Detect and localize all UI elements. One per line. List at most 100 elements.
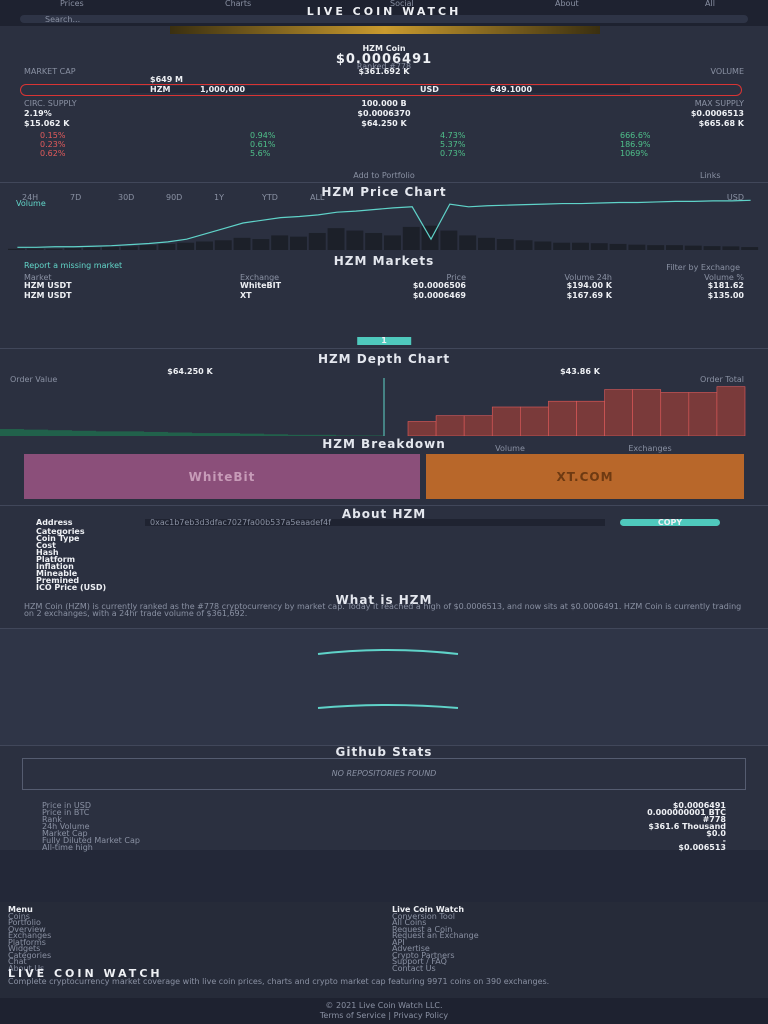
bid-step bbox=[288, 434, 312, 436]
footer-link[interactable]: API bbox=[392, 937, 405, 947]
footer-link[interactable]: All Coins bbox=[392, 918, 427, 927]
row-label: Categories bbox=[36, 527, 85, 536]
copy-button[interactable] bbox=[620, 519, 720, 526]
spinner bbox=[317, 704, 459, 709]
empty-state: NO REPOSITORIES FOUND bbox=[331, 769, 437, 778]
footer-logo: LIVE COIN WATCH bbox=[8, 967, 163, 980]
range-button[interactable]: YTD bbox=[262, 193, 278, 202]
ad-banner[interactable] bbox=[170, 26, 600, 34]
bid-step bbox=[0, 429, 24, 436]
ask-step bbox=[435, 415, 465, 436]
volume-bar bbox=[327, 228, 345, 250]
footer-link[interactable]: Portfolio bbox=[8, 918, 41, 927]
footer-link[interactable]: Exchanges bbox=[8, 931, 52, 940]
section-title: HZM Price Chart bbox=[321, 185, 447, 199]
footer-link[interactable]: Contact Us bbox=[392, 963, 436, 973]
ask-step bbox=[716, 386, 746, 436]
volume-bar bbox=[703, 246, 721, 250]
cell: $0.0006469 bbox=[412, 291, 466, 300]
range-button[interactable]: 1Y bbox=[214, 193, 224, 202]
nav-link[interactable]: Social bbox=[390, 0, 414, 8]
amount: 1,000,000 bbox=[200, 85, 246, 94]
volume-bar bbox=[290, 236, 307, 250]
total: $64.250 K bbox=[167, 367, 213, 376]
bid-step bbox=[336, 435, 360, 436]
value: $649 M bbox=[150, 75, 184, 84]
stat-label: Market Cap bbox=[42, 829, 88, 838]
filter: Filter by Exchange bbox=[666, 263, 740, 272]
volume-bar bbox=[177, 242, 195, 250]
range-button[interactable]: 90D bbox=[166, 193, 183, 202]
ask-step bbox=[520, 406, 549, 436]
ask-step bbox=[604, 389, 633, 436]
footer-link[interactable]: About Us bbox=[8, 963, 45, 973]
axis-label: Order Total bbox=[700, 375, 744, 384]
nav-link[interactable]: Prices bbox=[60, 0, 84, 8]
footer-link[interactable]: Platforms bbox=[8, 937, 46, 947]
change: 0.73% bbox=[440, 149, 466, 158]
section-title: HZM Depth Chart bbox=[317, 352, 451, 366]
loading-area bbox=[0, 628, 768, 746]
page-button[interactable]: 1 bbox=[357, 337, 411, 345]
tab[interactable]: Volume bbox=[495, 444, 525, 453]
link[interactable]: Report a missing market bbox=[24, 261, 123, 270]
cell: HZM USDT bbox=[24, 291, 72, 300]
volume-bar bbox=[647, 245, 665, 250]
tab[interactable]: Exchanges bbox=[628, 444, 672, 453]
change: 186.9% bbox=[620, 140, 651, 149]
stat-label: Rank bbox=[42, 815, 62, 824]
button[interactable]: Links bbox=[700, 171, 721, 180]
change: 0.15% bbox=[40, 131, 66, 140]
footer-link[interactable]: Conversion Tool bbox=[392, 911, 455, 921]
bid-step bbox=[48, 430, 72, 436]
stat: $665.68 K bbox=[698, 119, 744, 128]
volume-bar bbox=[158, 243, 176, 250]
footer-link[interactable]: Advertise bbox=[392, 944, 430, 953]
volume-bar bbox=[26, 248, 44, 250]
footer-link[interactable]: Support / FAQ bbox=[392, 957, 447, 966]
footer-link[interactable]: Crypto Partners bbox=[392, 950, 455, 960]
breakdown-block[interactable] bbox=[24, 454, 420, 499]
bid-step bbox=[72, 430, 96, 436]
change: 5.6% bbox=[250, 149, 271, 158]
footer bbox=[0, 902, 768, 998]
change: 0.61% bbox=[250, 140, 276, 149]
volume-bar bbox=[402, 226, 420, 250]
range-button[interactable]: 30D bbox=[118, 193, 135, 202]
footer-link[interactable]: Categories bbox=[8, 950, 52, 960]
footer-link[interactable]: Widgets bbox=[8, 944, 41, 953]
footer-link[interactable]: Live Coin Watch bbox=[392, 905, 465, 914]
nav-link[interactable]: All bbox=[705, 0, 715, 8]
footer-link[interactable]: Coins bbox=[8, 911, 30, 921]
input-from[interactable] bbox=[130, 86, 330, 93]
block-label: XT.COM bbox=[556, 470, 614, 484]
volume-bar bbox=[308, 232, 326, 250]
input-to[interactable] bbox=[460, 86, 630, 93]
ask-step bbox=[688, 392, 718, 436]
change: 4.73% bbox=[440, 131, 466, 140]
footer-link[interactable]: Menu bbox=[8, 905, 33, 914]
volume-bar bbox=[214, 240, 232, 250]
button[interactable]: Add to Portfolio bbox=[353, 171, 415, 180]
stat: MAX SUPPLY bbox=[694, 99, 744, 108]
nav-link[interactable]: About bbox=[555, 0, 579, 8]
footer-link[interactable]: Request a Coin bbox=[392, 924, 453, 934]
nav-link[interactable]: Charts bbox=[225, 0, 252, 8]
footer-link[interactable]: Overview bbox=[8, 924, 46, 934]
range-button[interactable]: ALL bbox=[310, 193, 325, 202]
range-button[interactable]: 24H bbox=[22, 193, 39, 202]
copyright: © 2021 Live Coin Watch LLC. bbox=[325, 1001, 443, 1010]
volume-bar bbox=[196, 241, 213, 250]
search-box[interactable] bbox=[20, 15, 748, 23]
bid-step bbox=[144, 431, 168, 436]
range-button[interactable]: 7D bbox=[70, 193, 82, 202]
footer-link[interactable]: Chat bbox=[8, 957, 27, 966]
coin-rank: Ranked #778 bbox=[356, 62, 412, 71]
stat: $15.062 K bbox=[24, 119, 70, 128]
breakdown-block[interactable] bbox=[426, 454, 744, 499]
footer-link[interactable]: Request an Exchange bbox=[392, 931, 479, 940]
address-box bbox=[145, 519, 605, 526]
cell: $0.0006506 bbox=[412, 281, 466, 290]
change: 0.62% bbox=[40, 149, 66, 158]
stat: 2.19% bbox=[24, 109, 52, 118]
